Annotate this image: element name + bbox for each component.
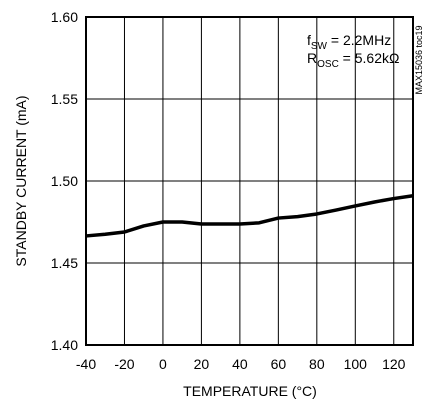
annotation-rest: = 2.2MHz xyxy=(327,32,391,48)
annotation-rest: = 5.62kΩ xyxy=(339,50,400,66)
x-tick-label: -20 xyxy=(114,356,134,372)
annotation-sub: OSC xyxy=(317,59,339,70)
y-tick-label: 1.40 xyxy=(51,337,78,353)
y-tick-label: 1.60 xyxy=(51,9,78,25)
x-tick-label: 100 xyxy=(344,356,368,372)
annotation-sub: SW xyxy=(311,41,328,52)
annotation: fSW = 2.2MHz xyxy=(307,32,391,52)
x-tick-label: 120 xyxy=(382,356,406,372)
x-tick-label: 0 xyxy=(159,356,167,372)
y-axis-label: STANDBY CURRENT (mA) xyxy=(13,95,29,266)
x-axis-label: TEMPERATURE (°C) xyxy=(183,383,317,399)
x-tick-label: 60 xyxy=(271,356,287,372)
x-tick-label: -40 xyxy=(76,356,96,372)
data-line xyxy=(85,194,414,238)
x-tick-label: 20 xyxy=(194,356,210,372)
side-note: MAX15036 toc19 xyxy=(414,25,424,94)
x-tick-label: 40 xyxy=(232,356,248,372)
plot-frame xyxy=(85,16,414,346)
y-tick-label: 1.55 xyxy=(51,91,78,107)
annotation-main: R xyxy=(307,50,317,66)
x-tick-label: 80 xyxy=(309,356,325,372)
annotation-main: f xyxy=(307,32,311,48)
y-tick-label: 1.45 xyxy=(51,255,78,271)
annotation: ROSC = 5.62kΩ xyxy=(307,50,399,70)
y-tick-label: 1.50 xyxy=(51,173,78,189)
